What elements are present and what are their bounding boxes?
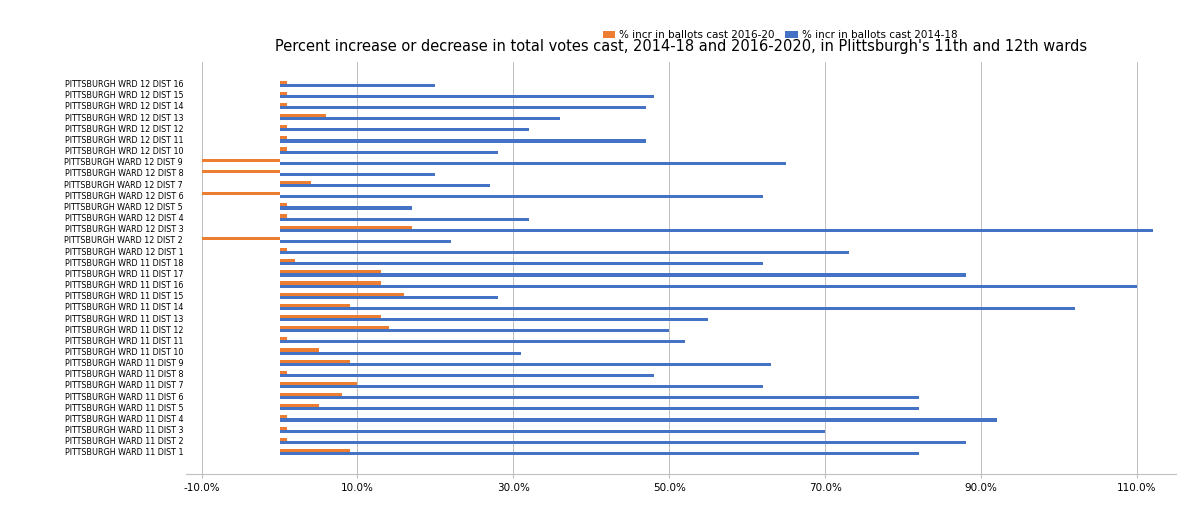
Bar — [280, 226, 412, 229]
Bar — [280, 248, 287, 251]
Bar — [280, 293, 404, 296]
Bar — [280, 374, 654, 377]
Bar — [280, 352, 521, 355]
Bar — [280, 452, 919, 455]
Bar — [202, 159, 280, 162]
Bar — [280, 315, 380, 318]
Bar — [280, 359, 349, 363]
Bar — [280, 214, 287, 217]
Bar — [280, 285, 1138, 288]
Bar — [280, 240, 451, 243]
Bar — [280, 415, 287, 419]
Bar — [280, 103, 287, 106]
Bar — [280, 106, 646, 109]
Bar — [280, 304, 349, 307]
Bar — [280, 83, 436, 87]
Bar — [280, 181, 311, 184]
Bar — [202, 237, 280, 240]
Bar — [280, 125, 287, 128]
Bar — [280, 407, 919, 410]
Bar — [280, 229, 1153, 232]
Bar — [280, 329, 670, 332]
Bar — [280, 385, 763, 388]
Bar — [280, 340, 685, 344]
Bar — [280, 318, 708, 321]
Bar — [280, 371, 287, 374]
Bar — [280, 251, 848, 254]
Bar — [280, 80, 287, 83]
Bar — [280, 426, 287, 430]
Bar — [280, 273, 966, 277]
Bar — [280, 117, 560, 121]
Bar — [280, 363, 770, 366]
Bar — [280, 393, 342, 396]
Bar — [280, 430, 826, 433]
Bar — [280, 173, 436, 176]
Bar — [280, 95, 654, 98]
Bar — [280, 449, 349, 452]
Bar — [202, 170, 280, 173]
Legend: % incr in ballots cast 2016-20, % incr in ballots cast 2014-18: % incr in ballots cast 2016-20, % incr i… — [599, 26, 961, 44]
Bar — [280, 128, 529, 131]
Bar — [280, 136, 287, 140]
Bar — [280, 441, 966, 444]
Bar — [280, 404, 318, 407]
Bar — [280, 207, 412, 210]
Bar — [280, 438, 287, 441]
Bar — [280, 184, 490, 187]
Bar — [280, 270, 380, 273]
Bar — [280, 348, 318, 352]
Bar — [280, 195, 763, 198]
Bar — [280, 296, 498, 299]
Bar — [280, 307, 1075, 310]
Bar — [280, 419, 997, 422]
Bar — [202, 192, 280, 195]
Bar — [280, 147, 287, 150]
Bar — [280, 337, 287, 340]
Bar — [280, 396, 919, 399]
Bar — [280, 162, 786, 165]
Title: Percent increase or decrease in total votes cast, 2014-18 and 2016-2020, in PIit: Percent increase or decrease in total vo… — [275, 39, 1087, 54]
Bar — [280, 262, 763, 265]
Bar — [280, 140, 646, 143]
Bar — [280, 259, 295, 262]
Bar — [280, 326, 389, 329]
Bar — [280, 92, 287, 95]
Bar — [280, 150, 498, 154]
Bar — [280, 217, 529, 221]
Bar — [280, 281, 380, 285]
Bar — [280, 382, 358, 385]
Bar — [280, 203, 287, 207]
Bar — [280, 114, 326, 117]
